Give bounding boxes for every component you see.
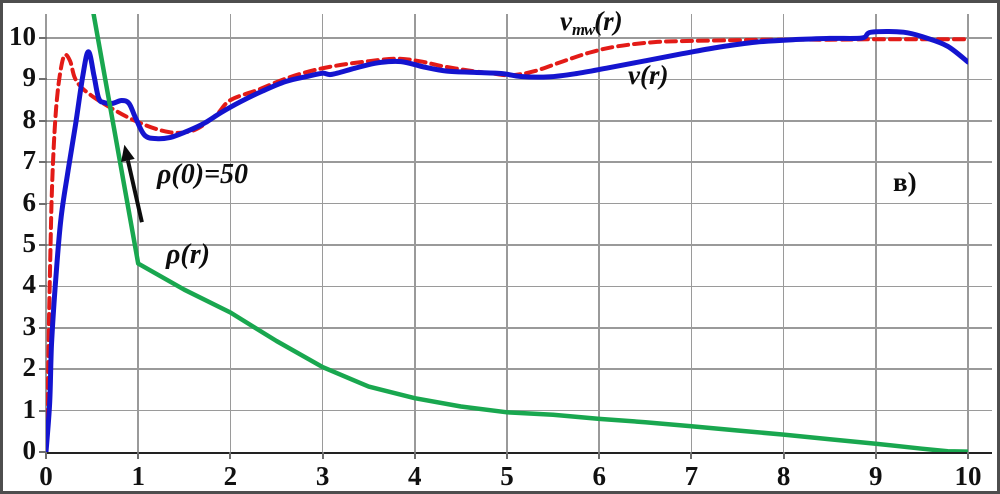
y-tick-label: 7 <box>22 145 37 176</box>
panel-letter-label: в) <box>893 167 917 197</box>
y-tick-mark <box>39 368 47 371</box>
y-tick-mark <box>39 244 47 246</box>
vmw-label-suffix: (r) <box>594 6 623 36</box>
gridline-horizontal <box>46 120 992 122</box>
y-tick-label: 4 <box>22 269 37 300</box>
y-tick-label: 1 <box>22 393 37 424</box>
curve-vr <box>46 28 968 452</box>
x-tick-mark <box>782 452 785 459</box>
y-tick-label: 3 <box>22 310 37 341</box>
gridline-horizontal <box>46 202 992 205</box>
x-tick-mark <box>690 452 693 459</box>
x-axis-line <box>46 452 992 454</box>
y-tick-label: 0 <box>22 434 37 465</box>
x-tick-mark <box>137 452 140 459</box>
x-tick-mark <box>967 452 969 459</box>
x-tick-label: 5 <box>500 461 514 491</box>
y-tick-mark <box>39 119 47 122</box>
x-tick-label: 10 <box>954 461 982 491</box>
vmw-label-subscript: mw <box>571 20 595 40</box>
vmw-curve-label: vmw(r) <box>560 6 623 40</box>
gridline-vertical <box>506 14 508 452</box>
y-tick-mark <box>39 285 47 288</box>
x-tick-mark <box>321 452 324 459</box>
y-tick-mark <box>39 326 47 329</box>
y-tick-label: 9 <box>22 62 37 93</box>
y-tick-mark <box>39 409 47 412</box>
annotation-arrow-head <box>121 144 135 162</box>
y-tick-label: 6 <box>22 186 37 217</box>
y-tick-mark <box>39 451 47 453</box>
x-tick-label: 7 <box>684 461 699 491</box>
gridline-vertical <box>967 14 969 452</box>
curve-vmwr <box>46 37 968 452</box>
annotation-arrow-shaft <box>125 159 144 223</box>
v-curve-label: v(r) <box>628 60 669 90</box>
rho-zero-annotation: ρ(0)=50 <box>157 159 249 190</box>
curves-canvas <box>46 14 968 452</box>
x-tick-mark <box>598 452 601 459</box>
x-tick-label: 6 <box>592 461 606 491</box>
gridline-vertical <box>321 14 324 452</box>
vmw-label-prefix: v <box>560 6 572 36</box>
x-tick-label: 4 <box>408 461 422 491</box>
gridline-horizontal <box>46 409 992 412</box>
y-tick-label: 5 <box>22 227 37 258</box>
y-tick-label: 2 <box>22 352 37 383</box>
y-tick-mark <box>39 202 47 205</box>
y-tick-mark <box>39 78 47 81</box>
curve-r <box>91 14 968 452</box>
y-tick-mark <box>39 161 47 164</box>
gridline-horizontal <box>46 37 992 39</box>
gridline-horizontal <box>46 327 992 329</box>
gridline-horizontal <box>46 285 992 288</box>
y-tick-label: 10 <box>9 20 36 51</box>
x-tick-label: 2 <box>223 461 238 491</box>
gridline-horizontal <box>46 78 992 81</box>
gridline-vertical <box>137 14 139 452</box>
rho-curve-label: ρ(r) <box>166 239 210 270</box>
gridline-vertical <box>45 14 47 452</box>
x-tick-label: 1 <box>131 461 145 491</box>
x-tick-mark <box>506 452 508 459</box>
y-tick-label: 8 <box>22 103 37 134</box>
x-tick-mark <box>229 452 232 459</box>
gridline-vertical <box>782 14 785 452</box>
gridline-vertical <box>229 14 232 452</box>
gridline-horizontal <box>46 244 992 246</box>
x-tick-label: 8 <box>776 461 791 491</box>
x-tick-label: 3 <box>315 461 330 491</box>
gridline-vertical <box>875 14 877 452</box>
x-tick-mark <box>413 452 416 459</box>
y-tick-mark <box>39 37 47 39</box>
gridline-vertical <box>414 14 416 452</box>
x-tick-label: 0 <box>39 461 53 491</box>
gridline-vertical <box>690 14 693 452</box>
gridline-horizontal <box>46 368 992 370</box>
x-tick-label: 9 <box>869 461 883 491</box>
x-tick-mark <box>45 452 47 459</box>
gridline-horizontal <box>46 161 992 163</box>
gridline-vertical <box>598 14 600 452</box>
x-tick-mark <box>874 452 877 459</box>
